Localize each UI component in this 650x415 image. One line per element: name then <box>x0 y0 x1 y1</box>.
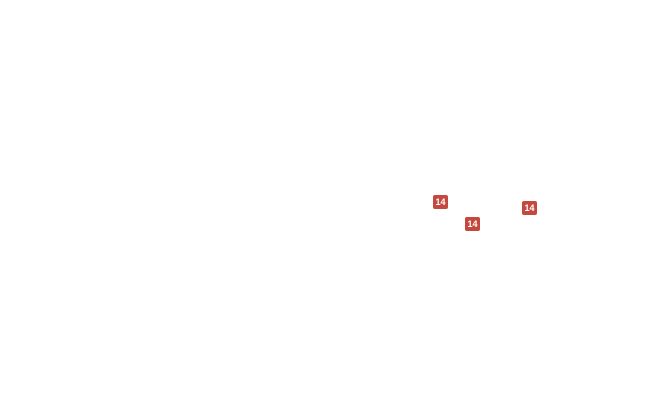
cluster-marker[interactable]: 14 <box>433 195 448 209</box>
cluster-count-label: 14 <box>467 219 478 229</box>
cluster-count-label: 14 <box>524 203 535 213</box>
cluster-count-label: 14 <box>435 197 446 207</box>
cluster-marker[interactable]: 14 <box>522 201 537 215</box>
cluster-marker[interactable]: 14 <box>465 217 480 231</box>
